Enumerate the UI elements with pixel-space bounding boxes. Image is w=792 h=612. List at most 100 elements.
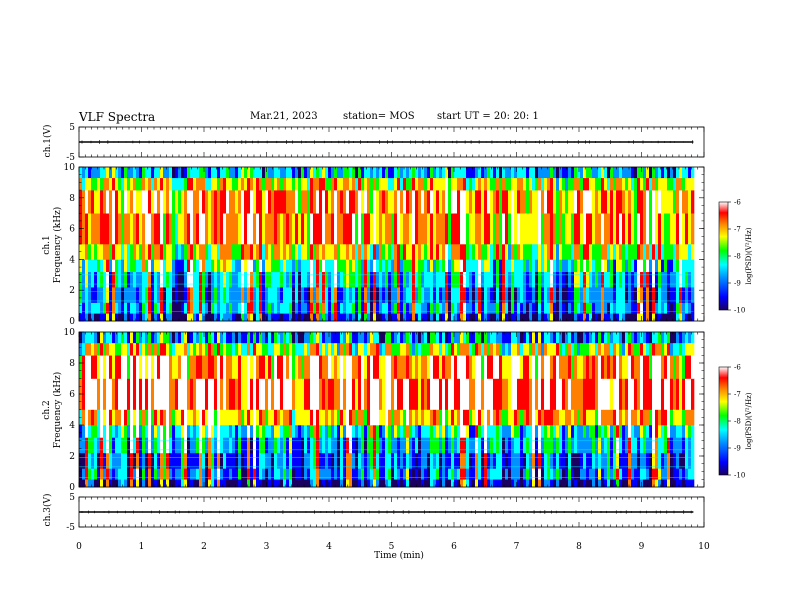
spectrogram-cell [376,332,380,344]
spectrogram-cell [358,479,362,488]
spectrogram-cell [496,190,500,214]
spectrogram-cell [376,190,380,214]
spectrogram-cell [670,332,674,344]
spectrogram-cell [427,468,431,480]
spectrogram-cell [481,287,485,303]
spectrogram-cell [649,213,653,245]
spectrogram-cell [343,213,347,245]
spectrogram-cell [325,167,329,179]
spectrogram-cell [334,479,338,488]
spectrogram-cell [301,190,305,214]
spectrogram-cell [517,213,521,245]
spectrogram-cell [640,271,644,288]
spectrogram-cell [88,167,92,179]
spectrogram-cell [574,190,578,214]
spectrogram-cell [136,425,140,438]
spectrogram-cell [472,167,476,179]
spectrogram-cell [313,213,317,245]
spectrogram-cell [508,378,512,410]
ch1-waveform [79,140,694,144]
spectrogram-cell [628,378,632,410]
spectrogram-cell [421,342,425,356]
spectrogram-cell [523,468,527,480]
spectrogram-cell [436,332,440,344]
spectrogram-cell [406,332,410,344]
spectrogram-cell [370,271,374,288]
spectrogram-cell [220,213,224,245]
spectrogram-cell [574,332,578,344]
spectrogram-cell [172,213,176,245]
spectrogram-cell [664,244,668,260]
spectrogram-cell [394,342,398,356]
spectrogram-cell [388,355,392,379]
spectrogram-cell [511,452,515,469]
spectrogram-cell [268,409,272,426]
spectrogram-cell [646,213,650,245]
spectrogram-cell [211,355,215,379]
spectrogram-cell [292,167,296,179]
spectrogram-cell [667,425,671,438]
spectrogram-cell [331,468,335,480]
spectrogram-cell [82,437,86,454]
spectrogram-cell [400,213,404,245]
spectrogram-cell [520,479,524,488]
spectrogram-cell [406,271,410,288]
spectrogram-cell [154,409,158,426]
spectrogram-cell [352,409,356,426]
spectrogram-cell [244,190,248,214]
spectrogram-cell [127,177,131,191]
spectrogram-cell [628,244,632,260]
spectrogram-cell [340,213,344,245]
spectrogram-cell [193,452,197,469]
spectrogram-cell [448,425,452,438]
spectrogram-cell [583,167,587,179]
spectrogram-cell [178,452,182,469]
spectrogram-cell [193,190,197,214]
spectrogram-cell [523,355,527,379]
spectrogram-cell [445,409,449,426]
spectrogram-cell [421,167,425,179]
spectrogram-cell [565,259,569,273]
spectrogram-cell [649,167,653,179]
spectrogram-cell [214,479,218,488]
spectrogram-cell [256,302,260,314]
spectrogram-cell [658,271,662,288]
spectrogram-cell [442,342,446,356]
spectrogram-cell [631,177,635,191]
spectrogram-cell [229,342,233,356]
spectrogram-cell [412,468,416,480]
spectrogram-cell [598,468,602,480]
spectrogram-cell [595,479,599,488]
spectrogram-cell [397,332,401,344]
spectrogram-cell [568,378,572,410]
spectrogram-cell [565,313,569,322]
spectrogram-cell [265,468,269,480]
spectrogram-cell [550,287,554,303]
spectrogram-cell [460,302,464,314]
spectrogram-cell [493,190,497,214]
spectrogram-cell [541,271,545,288]
spectrogram-cell [307,355,311,379]
spectrogram-cell [568,259,572,273]
spectrogram-cell [628,271,632,288]
spectrogram-cell [505,271,509,288]
spectrogram-cell [469,177,473,191]
spectrogram-cell [496,437,500,454]
spectrogram-cell [466,244,470,260]
spectrogram-cell [322,468,326,480]
spectrogram-cell [496,479,500,488]
spectrogram-cell [655,190,659,214]
spectrogram-cell [640,259,644,273]
spectrogram-cell [358,259,362,273]
spectrogram-cell [268,259,272,273]
spectrogram-cell [559,332,563,344]
spectrogram-cell [619,378,623,410]
spectrogram-cell [640,244,644,260]
spectrogram-cell [340,425,344,438]
spectrogram-cell [460,468,464,480]
spectrogram-cell [85,271,89,288]
spectrogram-cell [247,244,251,260]
spectrogram-cell [289,452,293,469]
spectrogram-cell [523,313,527,322]
spectrogram-cell [139,378,143,410]
